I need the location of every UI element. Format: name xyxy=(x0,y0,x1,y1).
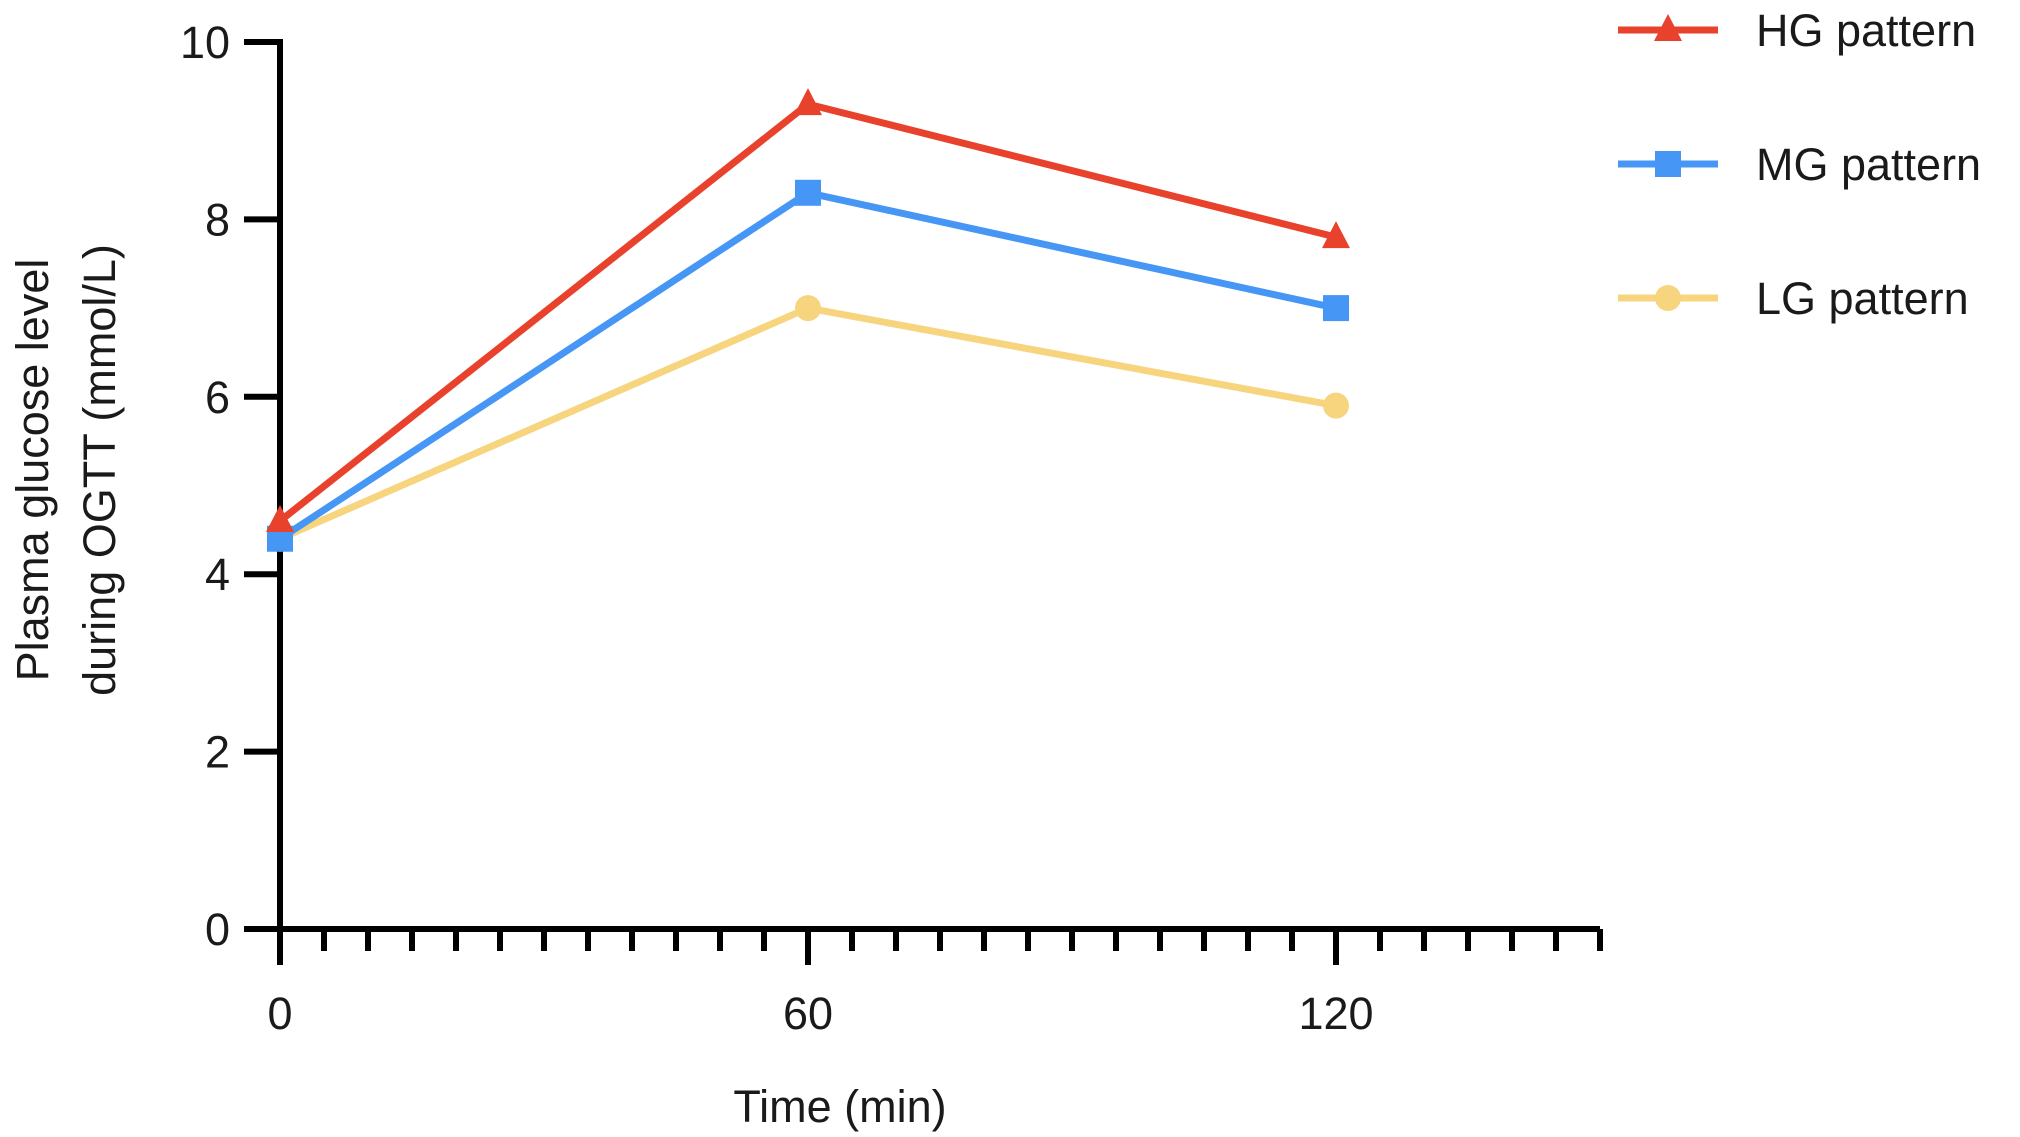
data-point-hg xyxy=(1322,221,1350,249)
legend-marker-hg xyxy=(1654,14,1682,41)
legend-label-lg: LG pattern xyxy=(1756,273,1969,324)
legend-item-mg: MG pattern xyxy=(1618,139,1981,190)
legend-label-hg: HG pattern xyxy=(1756,5,1976,56)
x-tick-label: 120 xyxy=(1298,988,1373,1039)
y-tick-label: 2 xyxy=(205,727,230,778)
legend-item-lg: LG pattern xyxy=(1618,273,1969,324)
series-layer xyxy=(266,88,1350,552)
y-tick-label: 8 xyxy=(205,194,230,245)
x-axis-label: Time (min) xyxy=(733,1081,946,1132)
y-tick-label: 6 xyxy=(205,372,230,423)
data-point-mg xyxy=(795,179,821,206)
data-point-hg xyxy=(794,88,822,116)
y-axis-label-line-1: Plasma glucose level xyxy=(7,259,58,682)
y-tick-label: 10 xyxy=(180,17,230,68)
series-line-lg xyxy=(278,304,1337,542)
legend-label-mg: MG pattern xyxy=(1756,139,1981,190)
x-tick-label: 0 xyxy=(267,988,292,1039)
data-point-lg xyxy=(1323,392,1349,419)
y-tick-label: 4 xyxy=(205,549,230,600)
data-point-hg xyxy=(266,504,294,532)
axes: 0 2 4 6 8 10 0 60 120 xyxy=(180,17,1603,1039)
legend-marker-lg xyxy=(1655,285,1681,311)
data-point-lg xyxy=(795,295,821,322)
series-line-mg xyxy=(278,189,1337,542)
legend: HG pattern MG pattern LG pattern xyxy=(1618,5,1981,324)
y-axis-label: Plasma glucose level during OGTT (mmol/L… xyxy=(7,244,125,696)
y-tick-label: 0 xyxy=(205,904,230,955)
x-tick-label: 60 xyxy=(783,988,833,1039)
legend-item-hg: HG pattern xyxy=(1618,5,1976,56)
legend-marker-mg xyxy=(1655,151,1681,177)
data-point-mg xyxy=(1323,295,1349,322)
y-axis-label-line-2: during OGTT (mmol/L) xyxy=(74,244,125,696)
